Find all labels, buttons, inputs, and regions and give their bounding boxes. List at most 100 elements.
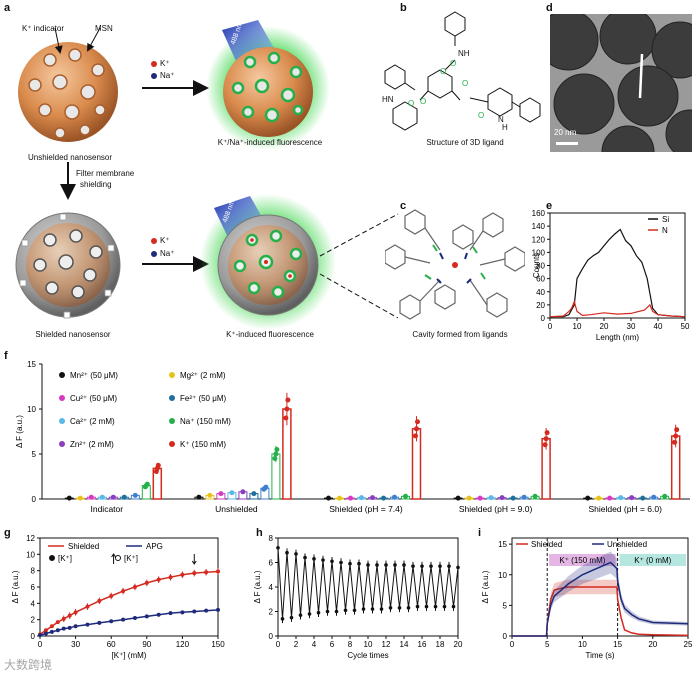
atom-o1: O xyxy=(450,59,456,68)
filter-label-1: Filter membrane xyxy=(76,169,135,178)
series-line-n xyxy=(549,299,686,318)
x-axis-label: [K⁺] (mM) xyxy=(112,651,147,660)
x-tick-label: 0 xyxy=(510,640,515,649)
bar-point xyxy=(370,495,375,501)
x-tick-label: 12 xyxy=(382,640,391,649)
data-point xyxy=(168,611,173,616)
y-axis-label: Δ F (a.u.) xyxy=(481,570,490,603)
x-axis-label: Length (nm) xyxy=(596,333,639,342)
y-tick-label: 100 xyxy=(532,248,546,257)
data-point xyxy=(67,625,72,630)
panel-label-e: e xyxy=(546,200,553,212)
data-point xyxy=(73,624,78,629)
x-tick-label: 10 xyxy=(573,322,582,331)
annotation-arrowhead xyxy=(191,560,197,565)
bar-point xyxy=(381,495,386,501)
x-tick-label: 20 xyxy=(648,640,657,649)
bar-point xyxy=(132,492,138,498)
data-point xyxy=(180,610,185,615)
x-tick-label: 8 xyxy=(348,640,353,649)
legend-label: Mn²⁺ (50 μM) xyxy=(70,371,118,380)
x-tick-label: 25 xyxy=(684,640,693,649)
data-point xyxy=(49,624,54,629)
bar-point xyxy=(229,490,235,496)
panel-a-schematic xyxy=(15,20,399,330)
bar-point xyxy=(651,494,657,500)
legend-swatch xyxy=(169,372,175,378)
x-tick-label: 90 xyxy=(142,640,151,649)
y-tick-label: 40 xyxy=(536,288,545,297)
y-tick-label: 20 xyxy=(536,301,545,310)
legend-label: Shielded xyxy=(68,542,99,551)
group-label: Unshielded xyxy=(215,504,258,514)
bar-point xyxy=(607,495,613,501)
panel-label-g: g xyxy=(4,527,11,539)
bar-point xyxy=(251,491,257,497)
bar-point xyxy=(66,495,72,501)
data-point xyxy=(55,620,60,625)
data-point xyxy=(216,607,220,612)
atom-n: N xyxy=(498,115,504,124)
legend-label: Shielded xyxy=(531,540,562,549)
legend-swatch xyxy=(169,395,175,401)
data-point xyxy=(38,633,42,638)
legend-label: Unshielded xyxy=(607,540,647,549)
bar-point xyxy=(542,442,548,448)
legend-label: K⁺ (150 mM) xyxy=(180,440,226,449)
data-point xyxy=(49,629,54,634)
bar-point xyxy=(285,397,291,403)
bar-point xyxy=(510,495,516,501)
chart-e: 0 10 20 30 40 50 0 20 40 60 80 100 120 140 160 Length (… xyxy=(532,209,690,342)
legend-label: Na⁺ (150 mM) xyxy=(180,417,231,426)
x-tick-label: 0 xyxy=(38,640,43,649)
panel-c-cavity xyxy=(385,209,525,320)
data-point xyxy=(85,622,90,627)
data-point xyxy=(144,614,149,619)
legend-swatch xyxy=(59,418,65,424)
x-tick-label: 0 xyxy=(276,640,281,649)
annotation-arrowhead xyxy=(111,553,116,558)
potassium-ion-dot xyxy=(151,61,157,67)
bar-point xyxy=(261,486,267,492)
bar-point xyxy=(155,462,161,468)
series-line-shielded xyxy=(39,570,219,636)
x-tick-label: 0 xyxy=(548,322,553,331)
y-tick-label: 0 xyxy=(541,314,546,323)
bar-point xyxy=(466,495,472,501)
y-tick-label: 10 xyxy=(26,550,35,559)
legend-label: Mg²⁺ (2 mM) xyxy=(180,371,226,380)
series-line-apg xyxy=(39,609,219,636)
x-tick-label: 50 xyxy=(681,322,690,331)
panel-b-structure: NH O O O O HN O N H O xyxy=(382,11,541,132)
x-tick-label: 15 xyxy=(613,640,622,649)
data-point xyxy=(97,620,102,625)
legend-swatch xyxy=(169,441,175,447)
annotation-marker xyxy=(115,555,121,561)
y-tick-label: 0 xyxy=(32,495,37,504)
group-label: Indicator xyxy=(90,504,123,514)
y-axis-label: Δ F (a.u.) xyxy=(11,570,20,603)
watermark: 大数跨境 xyxy=(4,658,53,672)
x-tick-label: 120 xyxy=(176,640,190,649)
legend-label: APG xyxy=(146,542,163,551)
legend-label: Fe²⁺ (50 μM) xyxy=(180,394,227,403)
x-axis-label: Cycle times xyxy=(347,651,388,660)
bar-point xyxy=(544,430,550,436)
y-axis-label: Δ F (a.u.) xyxy=(253,570,262,603)
bar-point xyxy=(207,492,213,498)
y-tick-label: 15 xyxy=(27,360,36,369)
y-tick-label: 2 xyxy=(31,616,36,625)
data-point xyxy=(121,617,126,622)
bar-point xyxy=(662,493,668,499)
y-tick-label: 6 xyxy=(31,583,36,592)
legend-swatch xyxy=(169,418,175,424)
data-point xyxy=(55,628,60,633)
bar-point xyxy=(477,495,483,501)
x-tick-label: 20 xyxy=(600,322,609,331)
bar-point xyxy=(77,495,83,501)
y-tick-label: 60 xyxy=(536,275,545,284)
atom-o3: O xyxy=(462,79,468,88)
bar-point xyxy=(392,494,397,500)
knafluor-caption: K⁺/Na⁺-induced fluorescence xyxy=(217,138,323,147)
y-tick-label: 15 xyxy=(498,540,507,549)
